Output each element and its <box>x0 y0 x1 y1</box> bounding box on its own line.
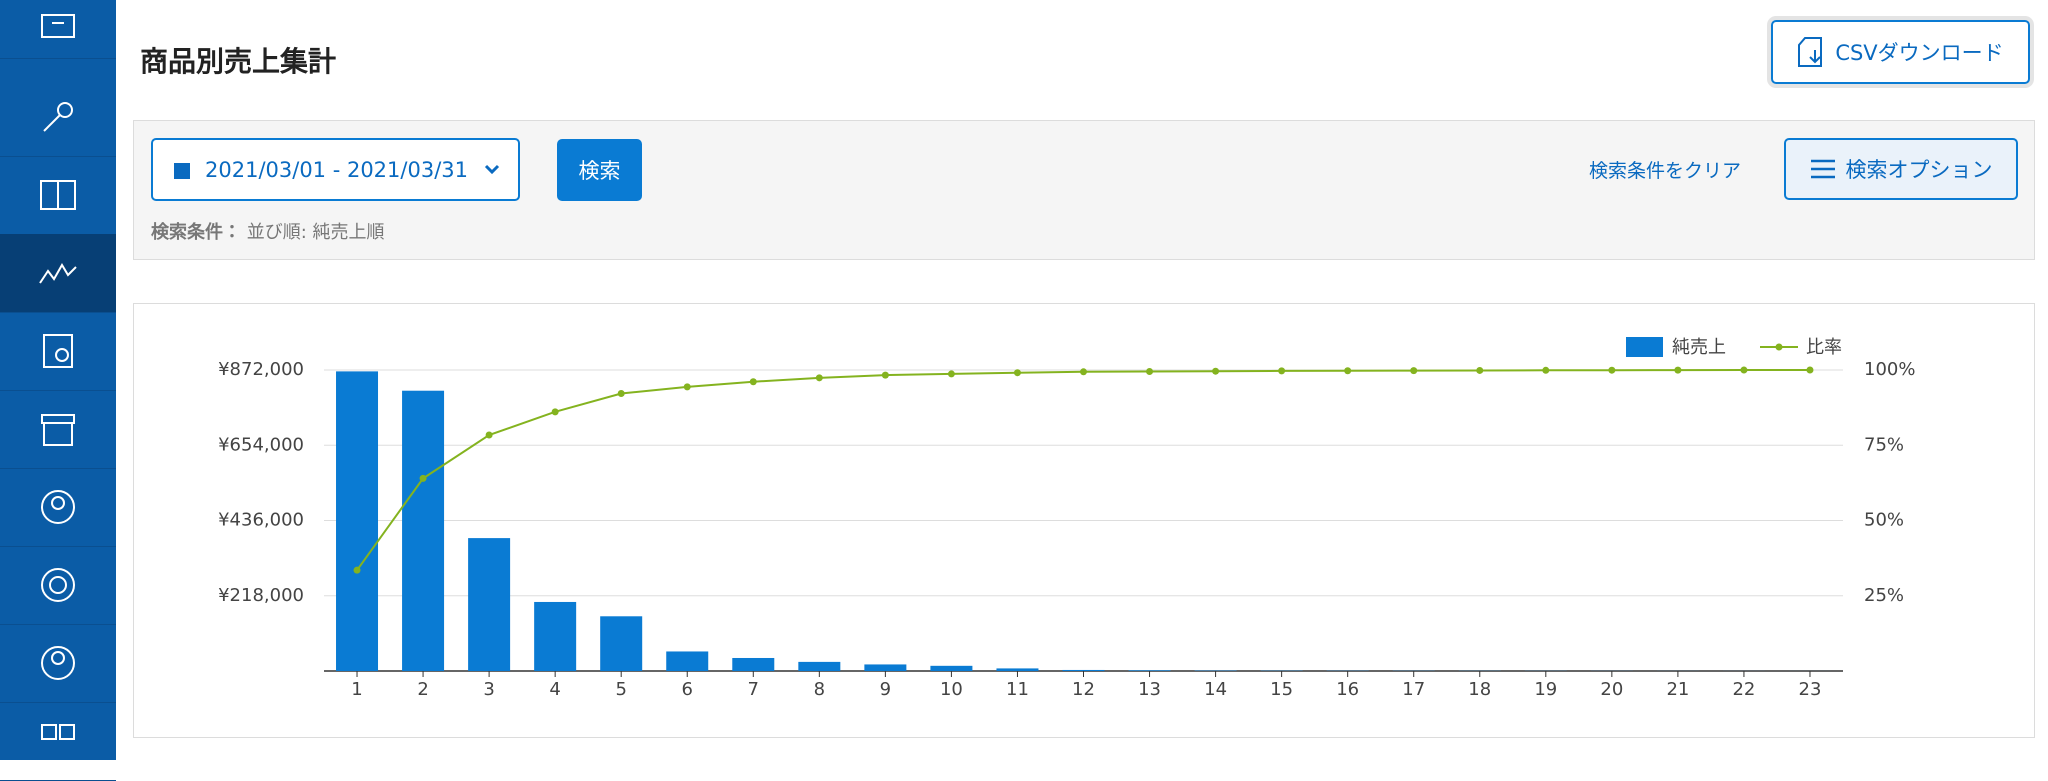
x-tick-label: 8 <box>814 679 825 700</box>
x-tick-label: 6 <box>682 679 693 700</box>
line-point <box>1080 368 1087 375</box>
line <box>357 370 1810 570</box>
x-tick-label: 19 <box>1534 679 1557 700</box>
line-point <box>948 370 955 377</box>
legend-swatch <box>1626 337 1663 357</box>
line-point <box>1014 369 1021 376</box>
y2-tick-label: 75% <box>1864 434 1904 455</box>
legend-label: 純売上 <box>1672 337 1726 358</box>
legend-label: 比率 <box>1806 337 1842 358</box>
x-tick-label: 17 <box>1402 679 1425 700</box>
line-point <box>354 567 361 574</box>
bar <box>1063 670 1105 671</box>
line-point <box>1542 367 1549 374</box>
app: 商品別売上集計 CSVダウンロード 2021/03/01 - 2021/03/3… <box>0 0 2048 760</box>
x-tick-label: 12 <box>1072 679 1095 700</box>
bar <box>864 664 906 671</box>
bar <box>930 666 972 671</box>
bar <box>600 616 642 671</box>
line-point <box>1278 367 1285 374</box>
x-tick-label: 23 <box>1799 679 1822 700</box>
bar <box>402 391 444 671</box>
bar <box>732 658 774 671</box>
x-tick-label: 21 <box>1666 679 1689 700</box>
bar <box>1129 670 1171 671</box>
x-tick-label: 20 <box>1600 679 1623 700</box>
x-tick-label: 16 <box>1336 679 1359 700</box>
line-point <box>1146 368 1153 375</box>
line-point <box>1344 367 1351 374</box>
x-tick-label: 2 <box>417 679 428 700</box>
y2-tick-label: 25% <box>1864 585 1904 606</box>
x-tick-label: 5 <box>615 679 626 700</box>
line-point <box>1476 367 1483 374</box>
y2-tick-label: 50% <box>1864 510 1904 531</box>
line-point <box>816 374 823 381</box>
page: {"header": {"title": "商品別売上集計", "csv_but… <box>0 0 2048 760</box>
line-point <box>1410 367 1417 374</box>
line-point <box>1740 367 1747 374</box>
x-tick-label: 7 <box>748 679 759 700</box>
line-point <box>486 432 493 439</box>
bar <box>798 662 840 671</box>
bar <box>666 651 708 671</box>
bar <box>336 371 378 671</box>
x-tick-label: 11 <box>1006 679 1029 700</box>
x-tick-label: 15 <box>1270 679 1293 700</box>
line-point <box>552 408 559 415</box>
x-tick-label: 1 <box>351 679 362 700</box>
y-tick-label: ¥654,000 <box>218 434 304 455</box>
line-point <box>420 475 427 482</box>
bar <box>468 538 510 671</box>
bar <box>534 602 576 671</box>
x-tick-label: 22 <box>1732 679 1755 700</box>
chart: ¥218,000¥436,000¥654,000¥872,00025%50%75… <box>0 0 2048 760</box>
y-tick-label: ¥436,000 <box>218 510 304 531</box>
line-point <box>882 372 889 379</box>
line-point <box>1608 367 1615 374</box>
x-tick-label: 4 <box>549 679 560 700</box>
x-tick-label: 10 <box>940 679 963 700</box>
x-tick-label: 18 <box>1468 679 1491 700</box>
line-point <box>750 378 757 385</box>
x-tick-label: 14 <box>1204 679 1227 700</box>
line-point <box>684 383 691 390</box>
y2-tick-label: 100% <box>1864 359 1915 380</box>
line-point <box>1674 367 1681 374</box>
x-tick-label: 9 <box>880 679 891 700</box>
line-point <box>1212 368 1219 375</box>
y-tick-label: ¥218,000 <box>218 585 304 606</box>
x-tick-label: 3 <box>483 679 494 700</box>
bar <box>996 668 1038 671</box>
line-point <box>1806 367 1813 374</box>
line-point <box>618 390 625 397</box>
y-tick-label: ¥872,000 <box>218 359 304 380</box>
x-tick-label: 13 <box>1138 679 1161 700</box>
legend-dot <box>1776 344 1783 351</box>
